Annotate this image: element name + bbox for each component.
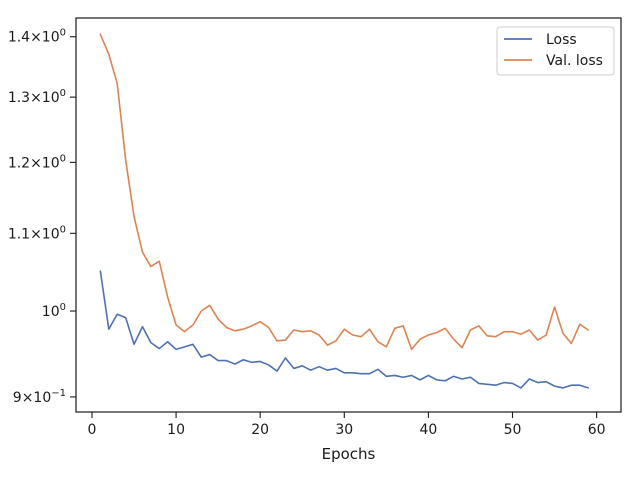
y-tick-label: 9×10−1 [13,388,66,406]
x-tick-label: 60 [588,422,606,438]
plot-area [75,17,622,413]
x-tick-label: 30 [335,422,353,438]
legend: Loss Val. loss [496,26,615,76]
plot-frame [75,17,622,413]
y-tick-label: 1.1×100 [8,224,66,242]
x-tick-label: 10 [167,422,185,438]
x-tick-label: 50 [504,422,522,438]
series-line-val-loss [99,33,590,351]
x-tick-label: 0 [88,422,97,438]
x-axis-label: Epochs [322,445,376,463]
y-tick-label: 1.2×100 [8,153,66,171]
legend-label-loss: Loss [546,32,577,48]
y-axis: 9×10−1 100 1.1×100 1.2×100 1.3×100 1.4×100 [8,28,76,406]
x-tick-label: 20 [251,422,269,438]
series-line-loss [99,270,590,389]
x-tick-label: 40 [419,422,437,438]
legend-label-val-loss: Val. loss [546,53,603,69]
series-lines [99,33,590,389]
y-tick-label: 1.4×100 [8,28,66,46]
y-tick-label: 1.3×100 [8,88,66,106]
x-axis: 0 10 20 30 40 50 60 [88,412,606,438]
y-tick-label: 100 [42,302,66,320]
